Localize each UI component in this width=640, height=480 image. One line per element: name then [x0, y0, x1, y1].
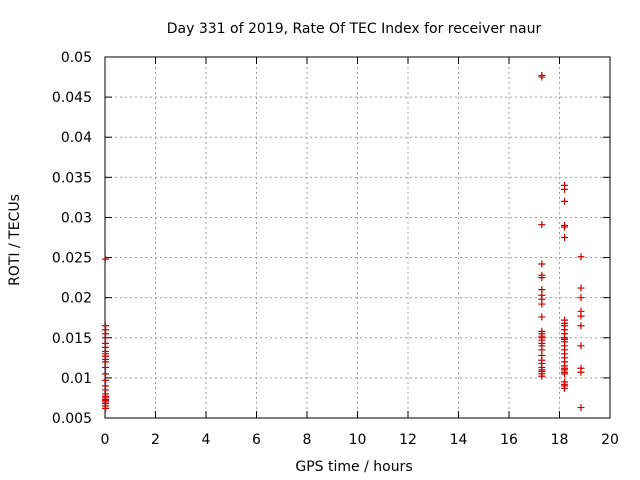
- data-point: [102, 370, 110, 378]
- x-tick-label: 0: [101, 432, 110, 448]
- data-point: [577, 404, 585, 412]
- x-tick-label: 8: [303, 432, 312, 448]
- x-tick-label: 18: [551, 432, 569, 448]
- chart-title: Day 331 of 2019, Rate Of TEC Index for r…: [167, 21, 542, 37]
- data-point: [561, 370, 569, 378]
- data-point: [561, 223, 569, 231]
- grid-lines: [105, 57, 610, 418]
- data-point: [561, 197, 569, 205]
- y-tick-label: 0.025: [52, 251, 92, 267]
- data-point: [538, 274, 546, 282]
- x-tick-label: 16: [500, 432, 518, 448]
- x-tick-label: 20: [601, 432, 619, 448]
- y-tick-label: 0.045: [52, 90, 92, 106]
- y-tick-label: 0.035: [52, 170, 92, 186]
- data-point: [577, 368, 585, 376]
- y-tick-label: 0.04: [61, 130, 92, 146]
- data-point: [561, 384, 569, 392]
- data-point: [102, 363, 110, 371]
- data-point: [561, 185, 569, 193]
- x-axis-label: GPS time / hours: [295, 459, 412, 475]
- data-point: [577, 322, 585, 330]
- y-tick-label: 0.005: [52, 411, 92, 427]
- y-tick-label: 0.02: [61, 291, 92, 307]
- data-point: [577, 342, 585, 350]
- x-tick-label: 6: [252, 432, 261, 448]
- data-point: [538, 313, 546, 321]
- data-point: [577, 253, 585, 261]
- x-tick-label: 10: [349, 432, 367, 448]
- data-point: [538, 221, 546, 229]
- y-tick-label: 0.05: [61, 50, 92, 66]
- y-tick-label: 0.03: [61, 210, 92, 226]
- x-tick-label: 12: [399, 432, 417, 448]
- data-point: [577, 312, 585, 320]
- y-tick-label: 0.01: [61, 371, 92, 387]
- data-points: [102, 71, 585, 412]
- data-point: [538, 260, 546, 268]
- axis-ticks: 0 2 4 6 8 10 12 14 16 18 20 0.005 0.01 0.015 0.02 0.025…: [52, 50, 619, 448]
- data-point: [538, 300, 546, 308]
- y-tick-label: 0.015: [52, 331, 92, 347]
- y-axis-label: ROTI / TECUs: [7, 194, 23, 286]
- data-point: [538, 73, 546, 81]
- data-point: [102, 404, 110, 412]
- x-tick-label: 4: [202, 432, 211, 448]
- data-point: [577, 284, 585, 292]
- x-tick-label: 2: [151, 432, 160, 448]
- data-point: [561, 234, 569, 241]
- data-point: [102, 255, 110, 263]
- data-point: [538, 372, 546, 380]
- data-point: [577, 294, 585, 302]
- x-tick-label: 14: [450, 432, 468, 448]
